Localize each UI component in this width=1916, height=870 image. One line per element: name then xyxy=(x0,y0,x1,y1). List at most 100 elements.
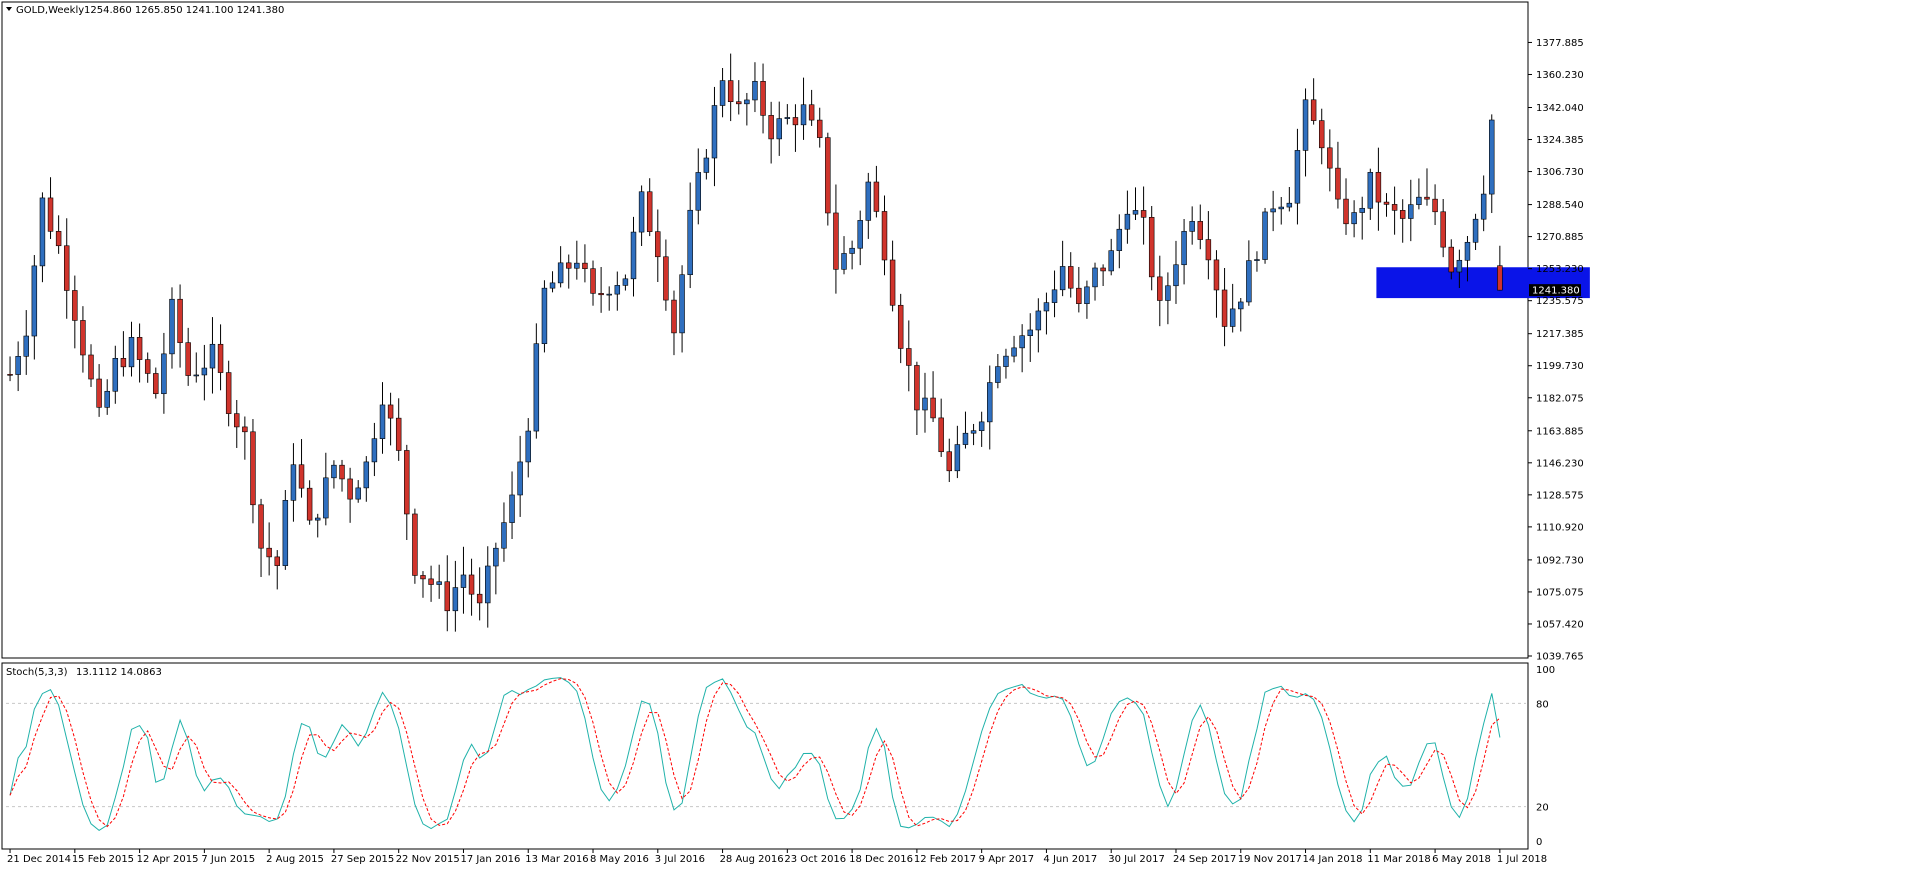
candle xyxy=(987,365,993,450)
candle xyxy=(549,271,556,293)
candle xyxy=(355,480,361,503)
bear-candle-body xyxy=(266,547,272,558)
candle xyxy=(363,456,370,502)
time-tick-label: 9 Apr 2017 xyxy=(979,854,1034,865)
current-price-label: 1241.380 xyxy=(1532,286,1580,297)
bull-candle-body xyxy=(776,118,782,140)
candle xyxy=(1116,214,1123,269)
candle xyxy=(744,92,750,126)
bull-candle-body xyxy=(1294,150,1301,204)
candle xyxy=(841,236,847,275)
candle xyxy=(258,498,264,577)
time-tick-label: 1 Jul 2018 xyxy=(1497,854,1547,865)
stoch-d-line xyxy=(9,678,1501,828)
candle xyxy=(428,565,434,602)
candle xyxy=(1027,313,1033,362)
bull-candle-body xyxy=(614,285,621,295)
bull-candle-body xyxy=(1254,259,1260,261)
bear-candle-body xyxy=(590,268,596,294)
candle xyxy=(1189,206,1195,245)
bear-candle-body xyxy=(914,365,920,411)
time-tick-label: 4 Jun 2017 xyxy=(1043,854,1097,865)
time-tick-label: 11 Mar 2018 xyxy=(1367,854,1430,865)
bull-candle-body xyxy=(719,80,726,106)
candle xyxy=(995,354,1001,389)
candle xyxy=(1270,190,1276,232)
candle xyxy=(776,101,782,156)
candle xyxy=(1286,187,1293,212)
stoch-indicator-values: 13.1112 14.0863 xyxy=(76,667,162,678)
bear-candle-body xyxy=(1197,221,1204,240)
bull-candle-body xyxy=(622,278,629,286)
candle xyxy=(1302,88,1309,177)
price-tick-label: 1324.385 xyxy=(1536,135,1584,146)
bear-candle-body xyxy=(80,320,86,356)
bull-candle-body xyxy=(1003,355,1009,367)
bull-candle-body xyxy=(436,581,442,585)
candle xyxy=(161,332,167,414)
candle xyxy=(63,218,70,319)
bear-candle-body xyxy=(1432,198,1438,213)
chart-menu-triangle-icon[interactable] xyxy=(6,7,12,11)
stoch-level-label: 0 xyxy=(1536,837,1542,848)
bull-candle-body xyxy=(517,461,523,496)
bear-candle-body xyxy=(768,115,774,140)
candle xyxy=(1108,238,1114,276)
bull-candle-body xyxy=(201,367,208,376)
candle xyxy=(404,444,410,540)
bull-candle-body xyxy=(857,220,863,249)
candle xyxy=(1416,178,1422,210)
candle xyxy=(47,177,54,239)
price-tick-label: 1039.765 xyxy=(1536,652,1584,663)
price-tick-label: 1092.730 xyxy=(1536,555,1584,566)
candle xyxy=(865,172,872,239)
candle xyxy=(1472,213,1479,251)
candle xyxy=(1043,292,1050,335)
bull-candle-body xyxy=(1359,207,1365,213)
candle xyxy=(306,480,313,525)
candle xyxy=(31,255,38,360)
candle xyxy=(557,246,564,288)
candle xyxy=(574,240,580,280)
candle xyxy=(849,240,855,270)
price-tick-label: 1288.540 xyxy=(1536,200,1584,211)
bull-candle-body xyxy=(323,477,329,519)
candle xyxy=(1351,200,1357,238)
bull-candle-body xyxy=(1124,213,1131,230)
candle xyxy=(153,367,159,399)
candle xyxy=(242,416,248,460)
bull-candle-body xyxy=(104,390,110,408)
stoch-frame xyxy=(1,662,1529,850)
candle xyxy=(460,546,467,614)
candle xyxy=(193,352,200,383)
bear-candle-body xyxy=(727,80,734,103)
candle xyxy=(1173,240,1179,304)
price-tick-label: 1235.575 xyxy=(1536,296,1584,307)
stoch-level-label: 20 xyxy=(1536,803,1549,814)
candle xyxy=(1003,348,1009,379)
candle xyxy=(1448,239,1455,280)
candle xyxy=(1084,280,1090,319)
bull-candle-body xyxy=(679,274,685,334)
candle xyxy=(493,542,499,595)
candle xyxy=(1229,283,1236,333)
bear-candle-body xyxy=(1213,259,1220,291)
candle xyxy=(582,244,588,283)
price-tick-label: 1199.730 xyxy=(1536,361,1584,372)
candle xyxy=(800,77,807,140)
stochastic-layer xyxy=(9,677,1501,832)
bull-candle-body xyxy=(314,517,321,521)
bear-candle-body xyxy=(274,556,280,566)
price-axis: 1377.885 1360.230 1342.040 1324.385 1306.730… xyxy=(1528,38,1584,848)
candle xyxy=(606,286,612,311)
price-tick-label: 1110.920 xyxy=(1536,522,1584,533)
candle xyxy=(857,210,863,266)
candle xyxy=(970,423,977,446)
candle xyxy=(517,435,523,517)
bear-candle-body xyxy=(1440,211,1446,248)
bull-candle-body xyxy=(970,430,977,434)
bear-candle-body xyxy=(234,413,240,428)
candle xyxy=(1165,272,1171,325)
candle xyxy=(914,361,920,435)
